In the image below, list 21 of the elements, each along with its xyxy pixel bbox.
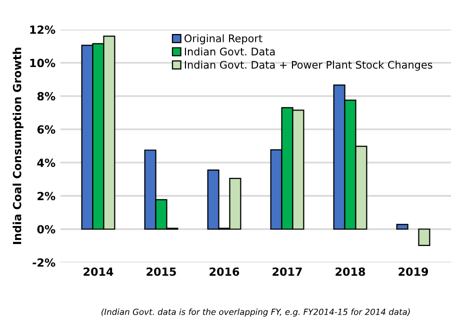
x-tick-label: 2015 [146, 267, 176, 276]
y-tick-label: 0% [37, 225, 56, 234]
bar [418, 228, 430, 246]
x-tick-label: 2016 [210, 267, 240, 276]
y-tick-label: 10% [30, 58, 56, 68]
legend-label: Indian Govt. Data + Power Plant Stock Changes [184, 60, 432, 71]
x-tick-label: 2014 [84, 267, 114, 276]
y-tick-label: 2% [38, 192, 56, 200]
y-tick-label: 4% [37, 158, 56, 167]
text: (Indian Govt. data is for the overlapping FY, e.g. FY2014-15 for 2014 data) [102, 308, 410, 317]
x-tick-label: 2017 [272, 267, 302, 276]
legend-label: Indian Govt. Data [184, 47, 275, 56]
legend-label: Original Report [184, 34, 262, 44]
x-tick-label: 2019 [398, 267, 428, 276]
y-tick-label: -2% [32, 258, 56, 267]
bar [396, 224, 408, 230]
y-tick-label: 6% [37, 125, 56, 134]
y-axis-title: India Coal Consumption Growth [12, 48, 24, 244]
y-tick-label: 8% [37, 92, 56, 100]
x-tick-label: 2018 [336, 267, 366, 276]
y-tick-label: 12% [30, 25, 56, 34]
